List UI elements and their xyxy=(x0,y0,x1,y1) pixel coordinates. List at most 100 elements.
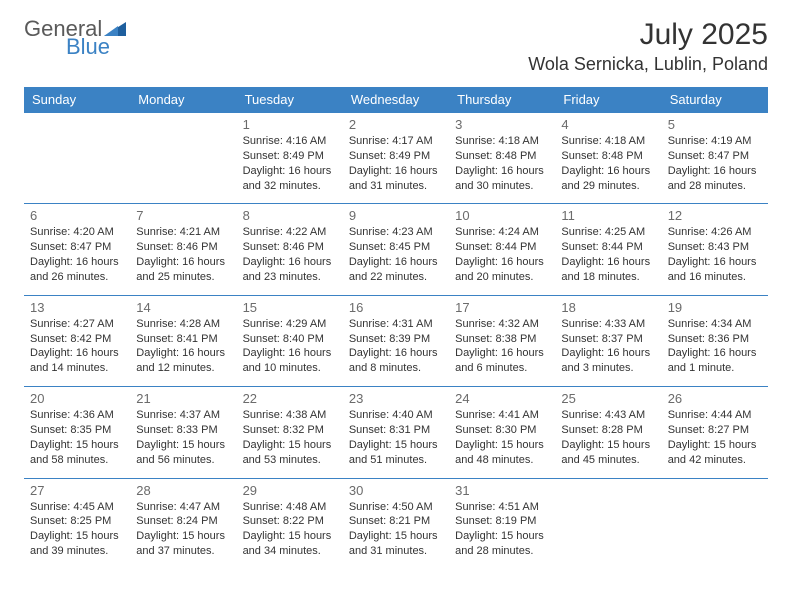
calendar-cell xyxy=(24,113,130,204)
cell-sunset: Sunset: 8:37 PM xyxy=(561,332,655,347)
calendar-cell: 3Sunrise: 4:18 AMSunset: 8:48 PMDaylight… xyxy=(449,113,555,204)
cell-sunrise: Sunrise: 4:33 AM xyxy=(561,317,655,332)
calendar-cell: 16Sunrise: 4:31 AMSunset: 8:39 PMDayligh… xyxy=(343,295,449,386)
cell-sunrise: Sunrise: 4:32 AM xyxy=(455,317,549,332)
calendar-cell xyxy=(662,478,768,569)
cell-daylight1: Daylight: 16 hours xyxy=(561,346,655,361)
calendar-cell: 1Sunrise: 4:16 AMSunset: 8:49 PMDaylight… xyxy=(237,113,343,204)
calendar-cell: 27Sunrise: 4:45 AMSunset: 8:25 PMDayligh… xyxy=(24,478,130,569)
cell-sunset: Sunset: 8:25 PM xyxy=(30,514,124,529)
day-number: 22 xyxy=(243,391,337,406)
cell-daylight1: Daylight: 16 hours xyxy=(561,164,655,179)
day-number: 17 xyxy=(455,300,549,315)
cell-sunrise: Sunrise: 4:50 AM xyxy=(349,500,443,515)
calendar-cell: 19 Sunrise: 4:34 AMSunset: 8:36 PMDayligh… xyxy=(662,295,768,386)
cell-sunrise: Sunrise: 4:29 AM xyxy=(243,317,337,332)
cell-daylight1: Daylight: 16 hours xyxy=(136,346,230,361)
cell-daylight1: Daylight: 16 hours xyxy=(668,346,762,361)
day-number: 18 xyxy=(561,300,655,315)
day-number: 14 xyxy=(136,300,230,315)
cell-sunrise: Sunrise: 4:38 AM xyxy=(243,408,337,423)
title-block: July 2025 Wola Sernicka, Lublin, Poland xyxy=(528,18,768,75)
cell-sunrise: Sunrise: 4:44 AM xyxy=(668,408,762,423)
cell-sunrise: Sunrise: 4:26 AM xyxy=(668,225,762,240)
calendar-cell: 24Sunrise: 4:41 AMSunset: 8:30 PMDayligh… xyxy=(449,387,555,478)
cell-daylight1: Daylight: 15 hours xyxy=(349,529,443,544)
calendar-cell: 14Sunrise: 4:28 AMSunset: 8:41 PMDayligh… xyxy=(130,295,236,386)
day-header: Sunday xyxy=(24,87,130,113)
cell-sunset: Sunset: 8:38 PM xyxy=(455,332,549,347)
cell-daylight1: Daylight: 16 hours xyxy=(561,255,655,270)
calendar-cell: 30Sunrise: 4:50 AMSunset: 8:21 PMDayligh… xyxy=(343,478,449,569)
cell-daylight1: Daylight: 16 hours xyxy=(455,255,549,270)
cell-sunrise: Sunrise: 4:17 AM xyxy=(349,134,443,149)
cell-daylight1: Daylight: 16 hours xyxy=(30,346,124,361)
cell-daylight1: Daylight: 15 hours xyxy=(136,438,230,453)
cell-sunset: Sunset: 8:31 PM xyxy=(349,423,443,438)
calendar-cell: 7Sunrise: 4:21 AMSunset: 8:46 PMDaylight… xyxy=(130,204,236,295)
day-number: 6 xyxy=(30,208,124,223)
cell-daylight2: and 32 minutes. xyxy=(243,179,337,194)
calendar-cell: 23Sunrise: 4:40 AMSunset: 8:31 PMDayligh… xyxy=(343,387,449,478)
cell-sunset: Sunset: 8:36 PM xyxy=(668,332,762,347)
day-header: Wednesday xyxy=(343,87,449,113)
cell-sunset: Sunset: 8:47 PM xyxy=(30,240,124,255)
day-header: Tuesday xyxy=(237,87,343,113)
calendar-cell: 6Sunrise: 4:20 AMSunset: 8:47 PMDaylight… xyxy=(24,204,130,295)
calendar-cell: 11Sunrise: 4:25 AMSunset: 8:44 PMDayligh… xyxy=(555,204,661,295)
cell-daylight2: and 31 minutes. xyxy=(349,544,443,559)
day-header: Saturday xyxy=(662,87,768,113)
cell-daylight2: and 48 minutes. xyxy=(455,453,549,468)
cell-daylight2: and 20 minutes. xyxy=(455,270,549,285)
cell-daylight1: Daylight: 16 hours xyxy=(243,164,337,179)
cell-sunrise: Sunrise: 4:31 AM xyxy=(349,317,443,332)
cell-sunrise: Sunrise: 4:27 AM xyxy=(30,317,124,332)
day-header-row: Sunday Monday Tuesday Wednesday Thursday… xyxy=(24,87,768,113)
calendar-cell: 5Sunrise: 4:19 AMSunset: 8:47 PMDaylight… xyxy=(662,113,768,204)
day-number: 1 xyxy=(243,117,337,132)
cell-daylight1: Daylight: 16 hours xyxy=(349,255,443,270)
day-number: 4 xyxy=(561,117,655,132)
calendar-row: 13Sunrise: 4:27 AMSunset: 8:42 PMDayligh… xyxy=(24,295,768,386)
calendar-cell: 15Sunrise: 4:29 AMSunset: 8:40 PMDayligh… xyxy=(237,295,343,386)
calendar-cell: 9Sunrise: 4:23 AMSunset: 8:45 PMDaylight… xyxy=(343,204,449,295)
cell-daylight1: Daylight: 16 hours xyxy=(349,346,443,361)
calendar-cell: 22Sunrise: 4:38 AMSunset: 8:32 PMDayligh… xyxy=(237,387,343,478)
day-number: 3 xyxy=(455,117,549,132)
cell-sunrise: Sunrise: 4:36 AM xyxy=(30,408,124,423)
cell-sunset: Sunset: 8:46 PM xyxy=(136,240,230,255)
calendar-cell: 8Sunrise: 4:22 AMSunset: 8:46 PMDaylight… xyxy=(237,204,343,295)
logo: GeneralBlue xyxy=(24,18,126,58)
header: GeneralBlue July 2025 Wola Sernicka, Lub… xyxy=(24,18,768,75)
cell-daylight2: and 16 minutes. xyxy=(668,270,762,285)
cell-daylight1: Daylight: 15 hours xyxy=(136,529,230,544)
calendar-cell: 18 Sunrise: 4:33 AMSunset: 8:37 PMDayligh… xyxy=(555,295,661,386)
cell-daylight2: and 29 minutes. xyxy=(561,179,655,194)
cell-sunrise: Sunrise: 4:18 AM xyxy=(561,134,655,149)
location-text: Wola Sernicka, Lublin, Poland xyxy=(528,54,768,75)
calendar-cell: 29Sunrise: 4:48 AMSunset: 8:22 PMDayligh… xyxy=(237,478,343,569)
cell-daylight2: and 10 minutes. xyxy=(243,361,337,376)
cell-sunrise: Sunrise: 4:34 AM xyxy=(668,317,762,332)
cell-sunset: Sunset: 8:49 PM xyxy=(243,149,337,164)
day-number: 16 xyxy=(349,300,443,315)
calendar-row: 27Sunrise: 4:45 AMSunset: 8:25 PMDayligh… xyxy=(24,478,768,569)
day-number: 24 xyxy=(455,391,549,406)
day-number: 23 xyxy=(349,391,443,406)
cell-sunset: Sunset: 8:43 PM xyxy=(668,240,762,255)
cell-sunset: Sunset: 8:48 PM xyxy=(561,149,655,164)
logo-text-blue: Blue xyxy=(66,36,126,58)
day-number: 19 xyxy=(668,300,762,315)
calendar-cell: 12Sunrise: 4:26 AMSunset: 8:43 PMDayligh… xyxy=(662,204,768,295)
calendar-cell: 2Sunrise: 4:17 AMSunset: 8:49 PMDaylight… xyxy=(343,113,449,204)
calendar-cell: 17Sunrise: 4:32 AMSunset: 8:38 PMDayligh… xyxy=(449,295,555,386)
calendar-cell xyxy=(555,478,661,569)
calendar-cell: 20Sunrise: 4:36 AMSunset: 8:35 PMDayligh… xyxy=(24,387,130,478)
calendar-cell: 25Sunrise: 4:43 AMSunset: 8:28 PMDayligh… xyxy=(555,387,661,478)
day-number: 31 xyxy=(455,483,549,498)
cell-daylight1: Daylight: 15 hours xyxy=(668,438,762,453)
cell-sunset: Sunset: 8:45 PM xyxy=(349,240,443,255)
calendar-cell: 28Sunrise: 4:47 AMSunset: 8:24 PMDayligh… xyxy=(130,478,236,569)
cell-daylight2: and 23 minutes. xyxy=(243,270,337,285)
day-number: 26 xyxy=(668,391,762,406)
